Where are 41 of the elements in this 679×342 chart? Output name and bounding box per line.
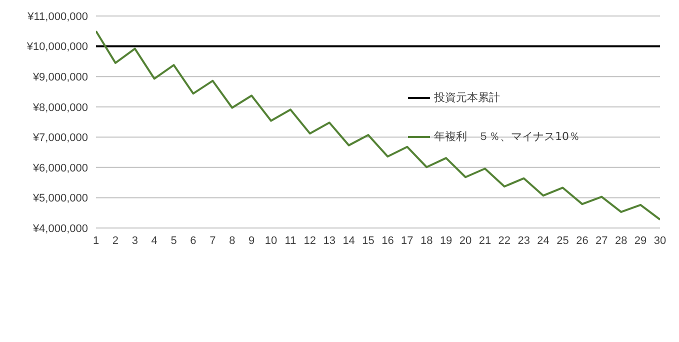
y-tick-label: ¥4,000,000: [32, 222, 88, 235]
x-tick-label: 8: [229, 234, 236, 247]
y-tick-label: ¥7,000,000: [32, 132, 88, 144]
x-tick-label: 27: [596, 234, 608, 247]
x-tick-label: 3: [132, 234, 138, 247]
x-tick-label: 17: [401, 234, 414, 247]
x-tick-label: 1: [92, 234, 100, 247]
legend-label: 投資元本累計: [434, 90, 500, 105]
x-tick-label: 16: [382, 234, 394, 247]
x-tick-label: 7: [210, 234, 216, 247]
x-tick-label: 15: [362, 234, 374, 247]
legend-label: 年複利 ５％、マイナス10％: [434, 129, 580, 144]
x-tick-label: 18: [420, 234, 433, 247]
y-tick-label: ¥6,000,000: [32, 162, 88, 174]
line-series: [96, 30, 660, 221]
x-tick-label: 5: [170, 234, 177, 247]
x-tick-label: 22: [498, 234, 511, 247]
x-tick-label: 12: [304, 234, 316, 247]
y-tick-label: ¥8,000,000: [32, 102, 88, 114]
y-tick-label: ¥11,000,000: [26, 10, 88, 23]
x-tick-label: 9: [248, 234, 255, 247]
x-tick-label: 11: [284, 234, 296, 247]
x-tick-label: 19: [440, 234, 452, 247]
x-tick-label: 23: [518, 234, 530, 247]
x-tick-label: 26: [576, 234, 588, 247]
x-tick-label: 13: [323, 234, 336, 247]
x-tick-label: 14: [342, 234, 355, 247]
x-tick-label: 28: [614, 234, 628, 247]
x-tick-label: 4: [151, 234, 158, 247]
x-tick-label: 24: [537, 234, 550, 247]
x-tick-label: 10: [264, 234, 278, 247]
y-tick-label: ¥5,000,000: [32, 192, 88, 205]
x-tick-label: 30: [654, 234, 666, 247]
x-tick-label: 25: [556, 234, 569, 247]
x-tick-label: 2: [112, 234, 119, 247]
x-tick-label: 29: [634, 234, 647, 247]
y-tick-label: ¥10,000,000: [26, 41, 88, 54]
x-tick-label: 21: [478, 234, 492, 247]
x-tick-label: 20: [459, 234, 472, 247]
x-tick-label: 6: [190, 234, 196, 247]
y-tick-label: ¥9,000,000: [32, 71, 88, 84]
